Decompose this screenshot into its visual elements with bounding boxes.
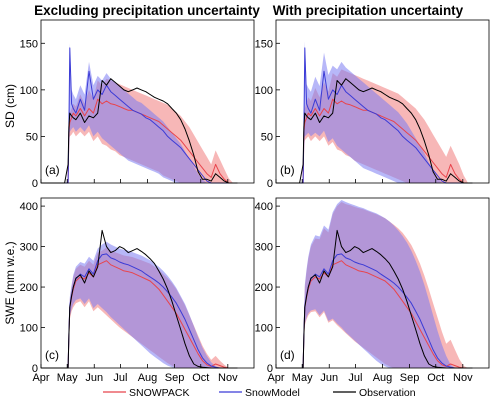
panel-1-line-observation xyxy=(41,78,238,184)
panel-3-xtick-label: Aug xyxy=(138,372,158,384)
panel-3-ytick-label: 0 xyxy=(32,363,38,375)
panel-4-xtick-label: Sep xyxy=(400,372,420,384)
ylabel-swe: SWE (mm w.e.) xyxy=(3,241,17,324)
panel-label: (c) xyxy=(45,348,59,362)
panel-3-xtick-label: Apr xyxy=(32,372,49,384)
panel-3-xtick-label: Oct xyxy=(192,372,209,384)
panel-d: 0 100 200 300 400 Apr May Jun Jul Aug Sep Oct Nov (d) xyxy=(255,197,490,384)
panel-3-ytick-label: 400 xyxy=(20,201,38,213)
panel-3-xtick-label: Jun xyxy=(85,372,103,384)
panel-c: 0 100 200 300 400 Apr May Jun Jul Aug Sep Oct Nov (c) xyxy=(20,197,255,384)
panel-2-ytick-label: 150 xyxy=(255,38,273,50)
panel-3-ytick-label: 200 xyxy=(20,282,38,294)
panel-4-xtick-label: Oct xyxy=(427,372,444,384)
panel-3-xtick-label: Nov xyxy=(218,372,238,384)
legend-label-snowpack: SNOWPACK xyxy=(129,387,189,399)
panel-2-ytick-label: 0 xyxy=(267,178,273,190)
panel-3-xtick-label: May xyxy=(57,372,78,384)
panel-3-ytick-label: 300 xyxy=(20,242,38,254)
panel-4-ytick-label: 300 xyxy=(255,242,273,254)
title-right: With precipitation uncertainty xyxy=(273,3,464,18)
panel-4-xtick-label: Jul xyxy=(348,372,362,384)
panel-3-line-observation xyxy=(41,229,238,369)
panel-b: 0 50 100 150 (b) xyxy=(255,19,490,190)
panel-4-ytick-label: 100 xyxy=(255,323,273,335)
panel-4-xtick-label: Nov xyxy=(453,372,473,384)
panel-1-ytick-label: 150 xyxy=(20,38,38,50)
panel-4-ytick-label: 0 xyxy=(267,363,273,375)
legend: SNOWPACK SnowModel Observation xyxy=(103,387,416,399)
panel-4-line-observation xyxy=(276,229,473,369)
panel-label: (b) xyxy=(280,163,295,177)
ylabel-sd: SD (cm) xyxy=(3,84,17,128)
panel-label: (d) xyxy=(280,348,295,362)
panel-4-ytick-label: 200 xyxy=(255,282,273,294)
panel-4-xtick-label: Aug xyxy=(373,372,393,384)
title-left: Excluding precipitation uncertainty xyxy=(34,3,260,18)
panel-1-ytick-label: 0 xyxy=(32,178,38,190)
panel-3-xtick-label: Sep xyxy=(165,372,185,384)
panel-4-xtick-label: Apr xyxy=(267,372,284,384)
panel-1-ytick-label: 50 xyxy=(26,131,38,143)
panel-3-line-snowpack xyxy=(41,260,238,369)
panel-2-line-observation xyxy=(276,78,473,184)
panel-4-xtick-label: Jun xyxy=(320,372,338,384)
panel-4-ytick-label: 400 xyxy=(255,201,273,213)
panel-label: (a) xyxy=(45,163,60,177)
panel-4-line-snowpack xyxy=(276,260,473,369)
panel-2-ytick-label: 100 xyxy=(255,85,273,97)
panel-a: 0 50 100 150 (a) xyxy=(20,19,255,190)
panel-2-ytick-label: 50 xyxy=(261,131,273,143)
panel-4-xtick-label: May xyxy=(292,372,313,384)
legend-label-observation: Observation xyxy=(359,387,416,399)
panel-3-ytick-label: 100 xyxy=(20,323,38,335)
panel-3-xtick-label: Jul xyxy=(113,372,127,384)
panel-1-ytick-label: 100 xyxy=(20,85,38,97)
legend-label-snowmodel: SnowModel xyxy=(245,387,300,399)
